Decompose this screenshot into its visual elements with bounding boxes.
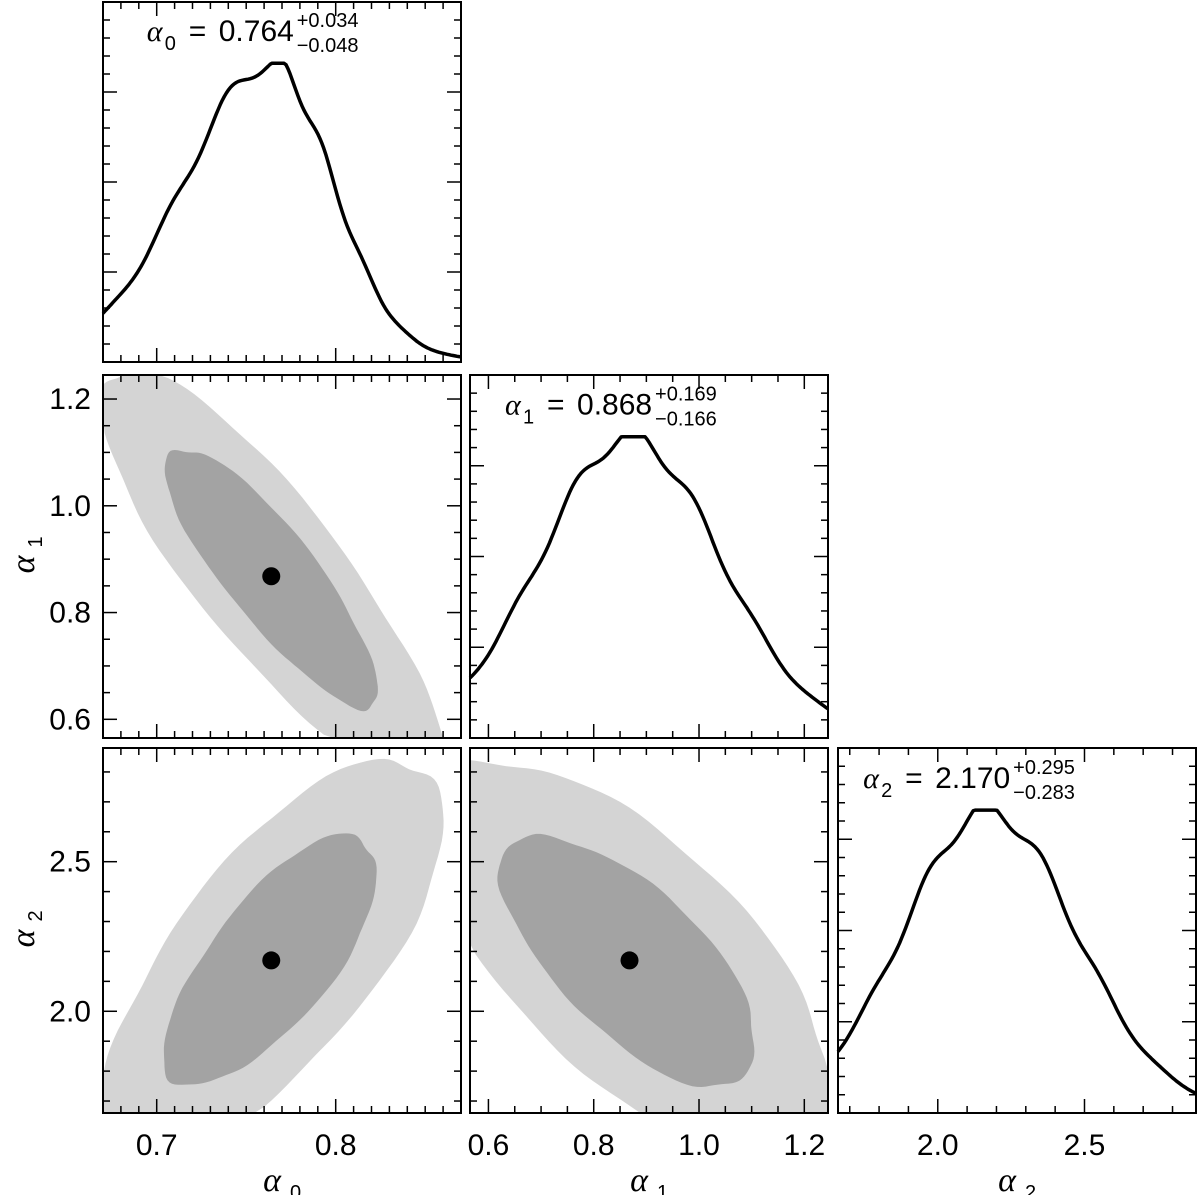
y-tick-label: 1.2 [49, 383, 91, 416]
axis-symbol: α [630, 1162, 649, 1195]
joint-panel-a0-a1 [102, 374, 462, 739]
axis-symbol: α [5, 928, 42, 947]
equals-sign: = [189, 15, 207, 48]
axis-symbol: α [5, 554, 42, 573]
panel-frame [102, 1, 462, 363]
x-tick-label: 1.2 [783, 1129, 825, 1162]
marginal-curve-a2 [836, 808, 1197, 1095]
best-fit-point [262, 567, 281, 586]
lower-error: −0.166 [655, 409, 717, 431]
best-fit-value: 0.868 [577, 389, 652, 422]
marginal-panel-1: α 1 = 0.868 +0.169 −0.166 [468, 374, 829, 739]
y-axis-title-a2: α2 [5, 910, 47, 947]
axis-subscript: 2 [1025, 1182, 1036, 1195]
y-tick-label: 2.5 [49, 846, 91, 879]
y-tick-label: 2.0 [49, 995, 91, 1028]
y-tick-label: 0.6 [49, 703, 91, 736]
param-symbol: α [147, 15, 164, 48]
param-symbol: α [863, 762, 880, 795]
best-fit-value: 0.764 [219, 15, 294, 48]
upper-error: +0.034 [297, 10, 359, 32]
y-tick-label: 1.0 [49, 490, 91, 523]
estimate-label-a0: α 0 = 0.764 +0.034 −0.048 [147, 10, 359, 57]
marginal-curve-a1 [468, 434, 829, 711]
axis-labels: 0.7 0.8α 00.6 0.8 1.0 1.2α 12.0 2.5α 20.60.81.01… [5, 383, 1105, 1195]
axis-symbol: α [263, 1162, 282, 1195]
panel-frame [469, 374, 829, 739]
joint-panel-a1-a2 [469, 747, 829, 1114]
best-fit-point [620, 951, 639, 970]
axis-subscript: 0 [290, 1182, 301, 1195]
upper-error: +0.169 [655, 384, 717, 406]
x-tick-label: 2.0 [917, 1129, 959, 1162]
x-tick-label: 0.8 [573, 1129, 615, 1162]
estimate-label-a1: α 1 = 0.868 +0.169 −0.166 [505, 384, 717, 431]
x-tick-label: 0.6 [468, 1129, 510, 1162]
marginal-curve-a0 [101, 61, 462, 359]
param-symbol: α [505, 389, 522, 422]
param-subscript: 1 [523, 407, 534, 429]
x-tick-label: 1.0 [678, 1129, 720, 1162]
equals-sign: = [547, 389, 565, 422]
y-axis-title-a1: α1 [5, 536, 47, 573]
panel-frame [469, 747, 829, 1114]
marginal-panel-2: α 2 = 2.170 +0.295 −0.283 [836, 747, 1197, 1114]
joint-panel-a0-a2 [102, 747, 462, 1114]
x-tick-label: 0.7 [136, 1129, 178, 1162]
best-fit-value: 2.170 [935, 762, 1010, 795]
best-fit-point [262, 951, 281, 970]
x-tick-label: 0.8 [315, 1129, 357, 1162]
y-tick-label: 0.8 [49, 597, 91, 630]
lower-error: −0.283 [1013, 782, 1075, 804]
lower-error: −0.048 [297, 35, 359, 57]
axis-symbol: α [998, 1162, 1017, 1195]
axis-subscript: 1 [25, 536, 47, 547]
param-subscript: 0 [165, 33, 176, 55]
axis-subscript: 1 [657, 1182, 668, 1195]
param-subscript: 2 [881, 780, 892, 802]
equals-sign: = [905, 762, 923, 795]
axis-subscript: 2 [25, 910, 47, 921]
x-tick-label: 2.5 [1064, 1129, 1106, 1162]
marginal-panel-0: α 0 = 0.764 +0.034 −0.048 [101, 1, 462, 363]
estimate-label-a2: α 2 = 2.170 +0.295 −0.283 [863, 757, 1075, 804]
upper-error: +0.295 [1013, 757, 1075, 779]
